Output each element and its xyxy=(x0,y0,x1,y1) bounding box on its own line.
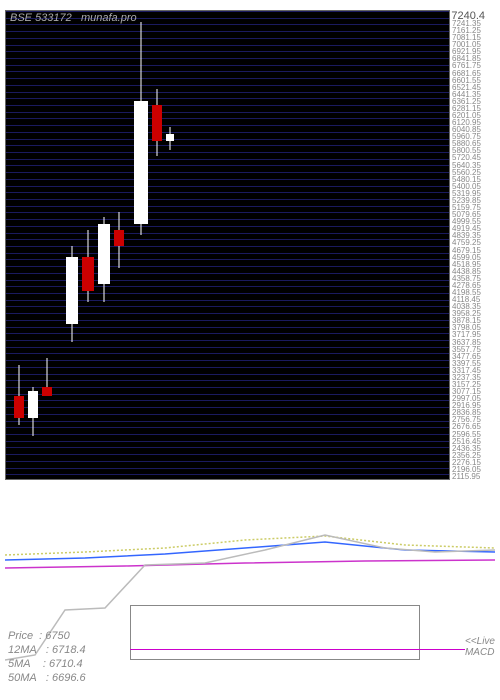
candle-area xyxy=(6,11,449,479)
info-row: Price : 6750 xyxy=(8,629,86,643)
macd-box xyxy=(130,605,420,660)
stock-chart-container: BSE 533172 munafa.pro 7240.4 7241.357161… xyxy=(0,0,500,700)
info-row: 5MA : 6710.4 xyxy=(8,657,86,671)
candlestick-chart[interactable] xyxy=(5,10,450,480)
chart-header: BSE 533172 munafa.pro xyxy=(10,12,137,24)
source-label: munafa.pro xyxy=(81,12,137,24)
ticker-label: BSE 533172 xyxy=(10,12,72,24)
macd-label: <<Live MACD xyxy=(465,636,495,658)
macd-baseline xyxy=(130,649,465,650)
info-row: 12MA : 6718.4 xyxy=(8,643,86,657)
info-row: 50MA : 6696.6 xyxy=(8,671,86,685)
y-axis: 7241.357161.257081.157001.056921.956841.… xyxy=(452,20,500,480)
price-info-box: Price : 675012MA : 6718.45MA : 6710.450M… xyxy=(8,629,86,685)
last-price-label: 7240.4 xyxy=(451,10,485,22)
